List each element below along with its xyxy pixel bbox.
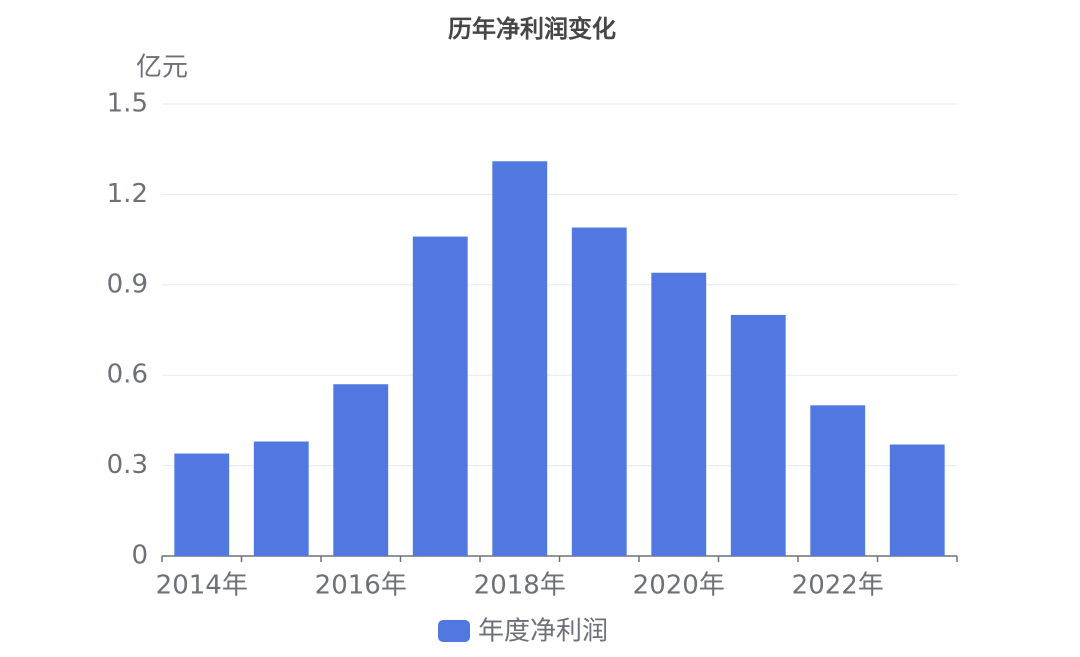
bar (730, 314, 786, 556)
x-tick-label: 2022年 (792, 571, 884, 601)
legend-swatch (438, 620, 470, 642)
bar (571, 227, 627, 556)
bar (253, 441, 309, 556)
bar (889, 444, 945, 556)
y-tick-label: 1.2 (107, 179, 148, 209)
bar (174, 453, 230, 556)
bar (333, 384, 389, 556)
x-tick-label: 2016年 (315, 571, 407, 601)
y-tick-label: 1.5 (107, 89, 148, 119)
x-tick-label: 2014年 (156, 571, 248, 601)
chart-title: 历年净利润变化 (448, 15, 616, 43)
y-axis-label: 亿元 (136, 53, 188, 83)
x-tick-label: 2018年 (474, 571, 566, 601)
x-tick-label: 2020年 (633, 571, 725, 601)
bar (651, 272, 707, 556)
y-tick-label: 0 (131, 541, 148, 571)
legend-label: 年度净利润 (478, 617, 608, 647)
bar (492, 161, 548, 556)
y-tick-label: 0.6 (107, 360, 148, 390)
bar (810, 405, 866, 556)
bar (412, 236, 468, 556)
y-tick-label: 0.3 (107, 450, 148, 480)
y-tick-label: 0.9 (107, 269, 148, 299)
